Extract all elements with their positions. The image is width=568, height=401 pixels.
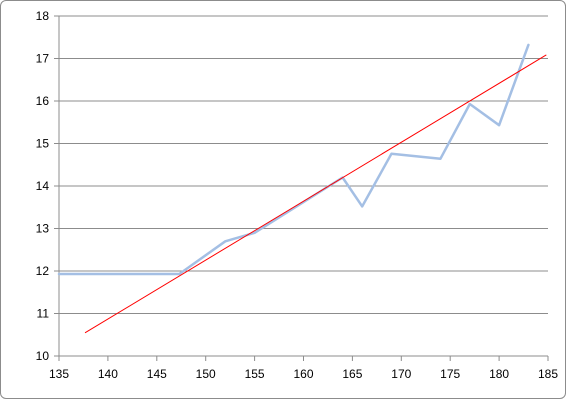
- x-tick-label-3: 150: [196, 367, 216, 381]
- x-tick-label-4: 155: [245, 367, 265, 381]
- x-tick-label-8: 175: [440, 367, 460, 381]
- x-tick-label-5: 160: [293, 367, 313, 381]
- y-tick-label-3: 13: [36, 222, 50, 236]
- series-line-0: [57, 43, 530, 276]
- y-tick-label-5: 15: [36, 137, 50, 151]
- x-tick-label-10: 185: [538, 367, 558, 381]
- y-tick-label-0: 10: [36, 349, 50, 363]
- x-tick-label-1: 140: [98, 367, 118, 381]
- x-tick-label-6: 165: [342, 367, 362, 381]
- x-tick-label-9: 180: [489, 367, 509, 381]
- y-tick-label-8: 18: [36, 9, 50, 23]
- x-tick-label-2: 145: [147, 367, 167, 381]
- trendline: [84, 54, 547, 334]
- x-tick-label-7: 170: [391, 367, 411, 381]
- y-tick-label-1: 11: [37, 307, 50, 321]
- y-tick-label-4: 14: [36, 179, 50, 193]
- y-tick-label-2: 12: [36, 264, 50, 278]
- y-tick-label-7: 17: [36, 52, 50, 66]
- y-tick-label-6: 16: [36, 94, 50, 108]
- x-tick-label-0: 135: [49, 367, 69, 381]
